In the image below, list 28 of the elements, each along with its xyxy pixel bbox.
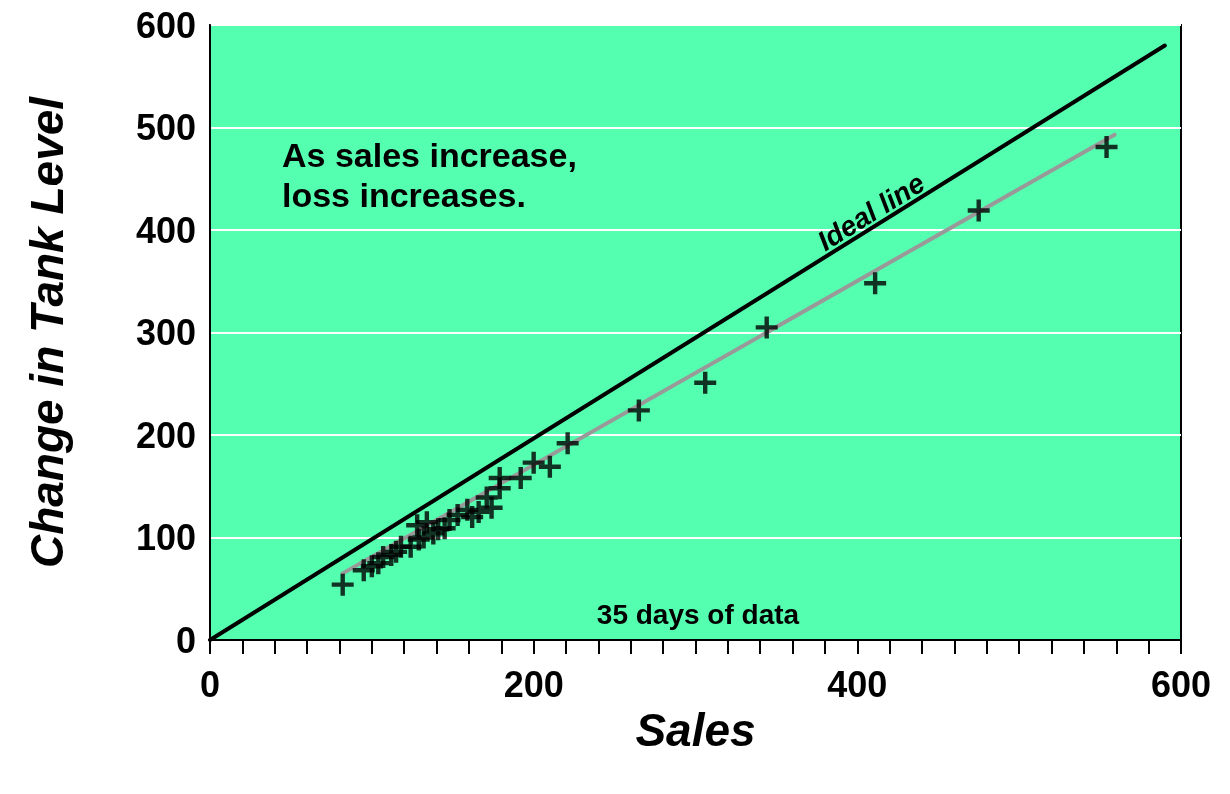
point: [1095, 135, 1118, 158]
point: [488, 467, 511, 490]
x-tick-label: 600: [1150, 663, 1212, 705]
y-tick-label: 200: [135, 414, 196, 456]
x-axis-title: Sales: [635, 703, 756, 756]
y-tick-label: 500: [135, 107, 196, 148]
point: [538, 455, 561, 478]
y-tick-label: 100: [135, 517, 196, 558]
point: [331, 573, 354, 596]
y-tick-label: 300: [135, 312, 196, 353]
x-tick-label: 200: [503, 663, 564, 705]
annotation: 35 days of data: [596, 598, 800, 630]
y-tick-label: 400: [135, 209, 196, 251]
y-tick-label: 600: [135, 4, 196, 46]
x-tick-label: 400: [827, 663, 888, 705]
point: [480, 496, 503, 519]
point: [694, 371, 717, 394]
point: [522, 451, 545, 474]
point: [556, 432, 579, 455]
point: [967, 199, 990, 222]
y-axis-title: Change in Tank Level: [21, 95, 73, 569]
y-tick-label: 0: [175, 619, 196, 661]
point: [467, 500, 490, 523]
point: [509, 467, 532, 490]
annotation: As sales increase, loss increases.: [282, 136, 577, 214]
point: [864, 272, 887, 295]
point: [627, 399, 650, 422]
point: [755, 316, 778, 339]
